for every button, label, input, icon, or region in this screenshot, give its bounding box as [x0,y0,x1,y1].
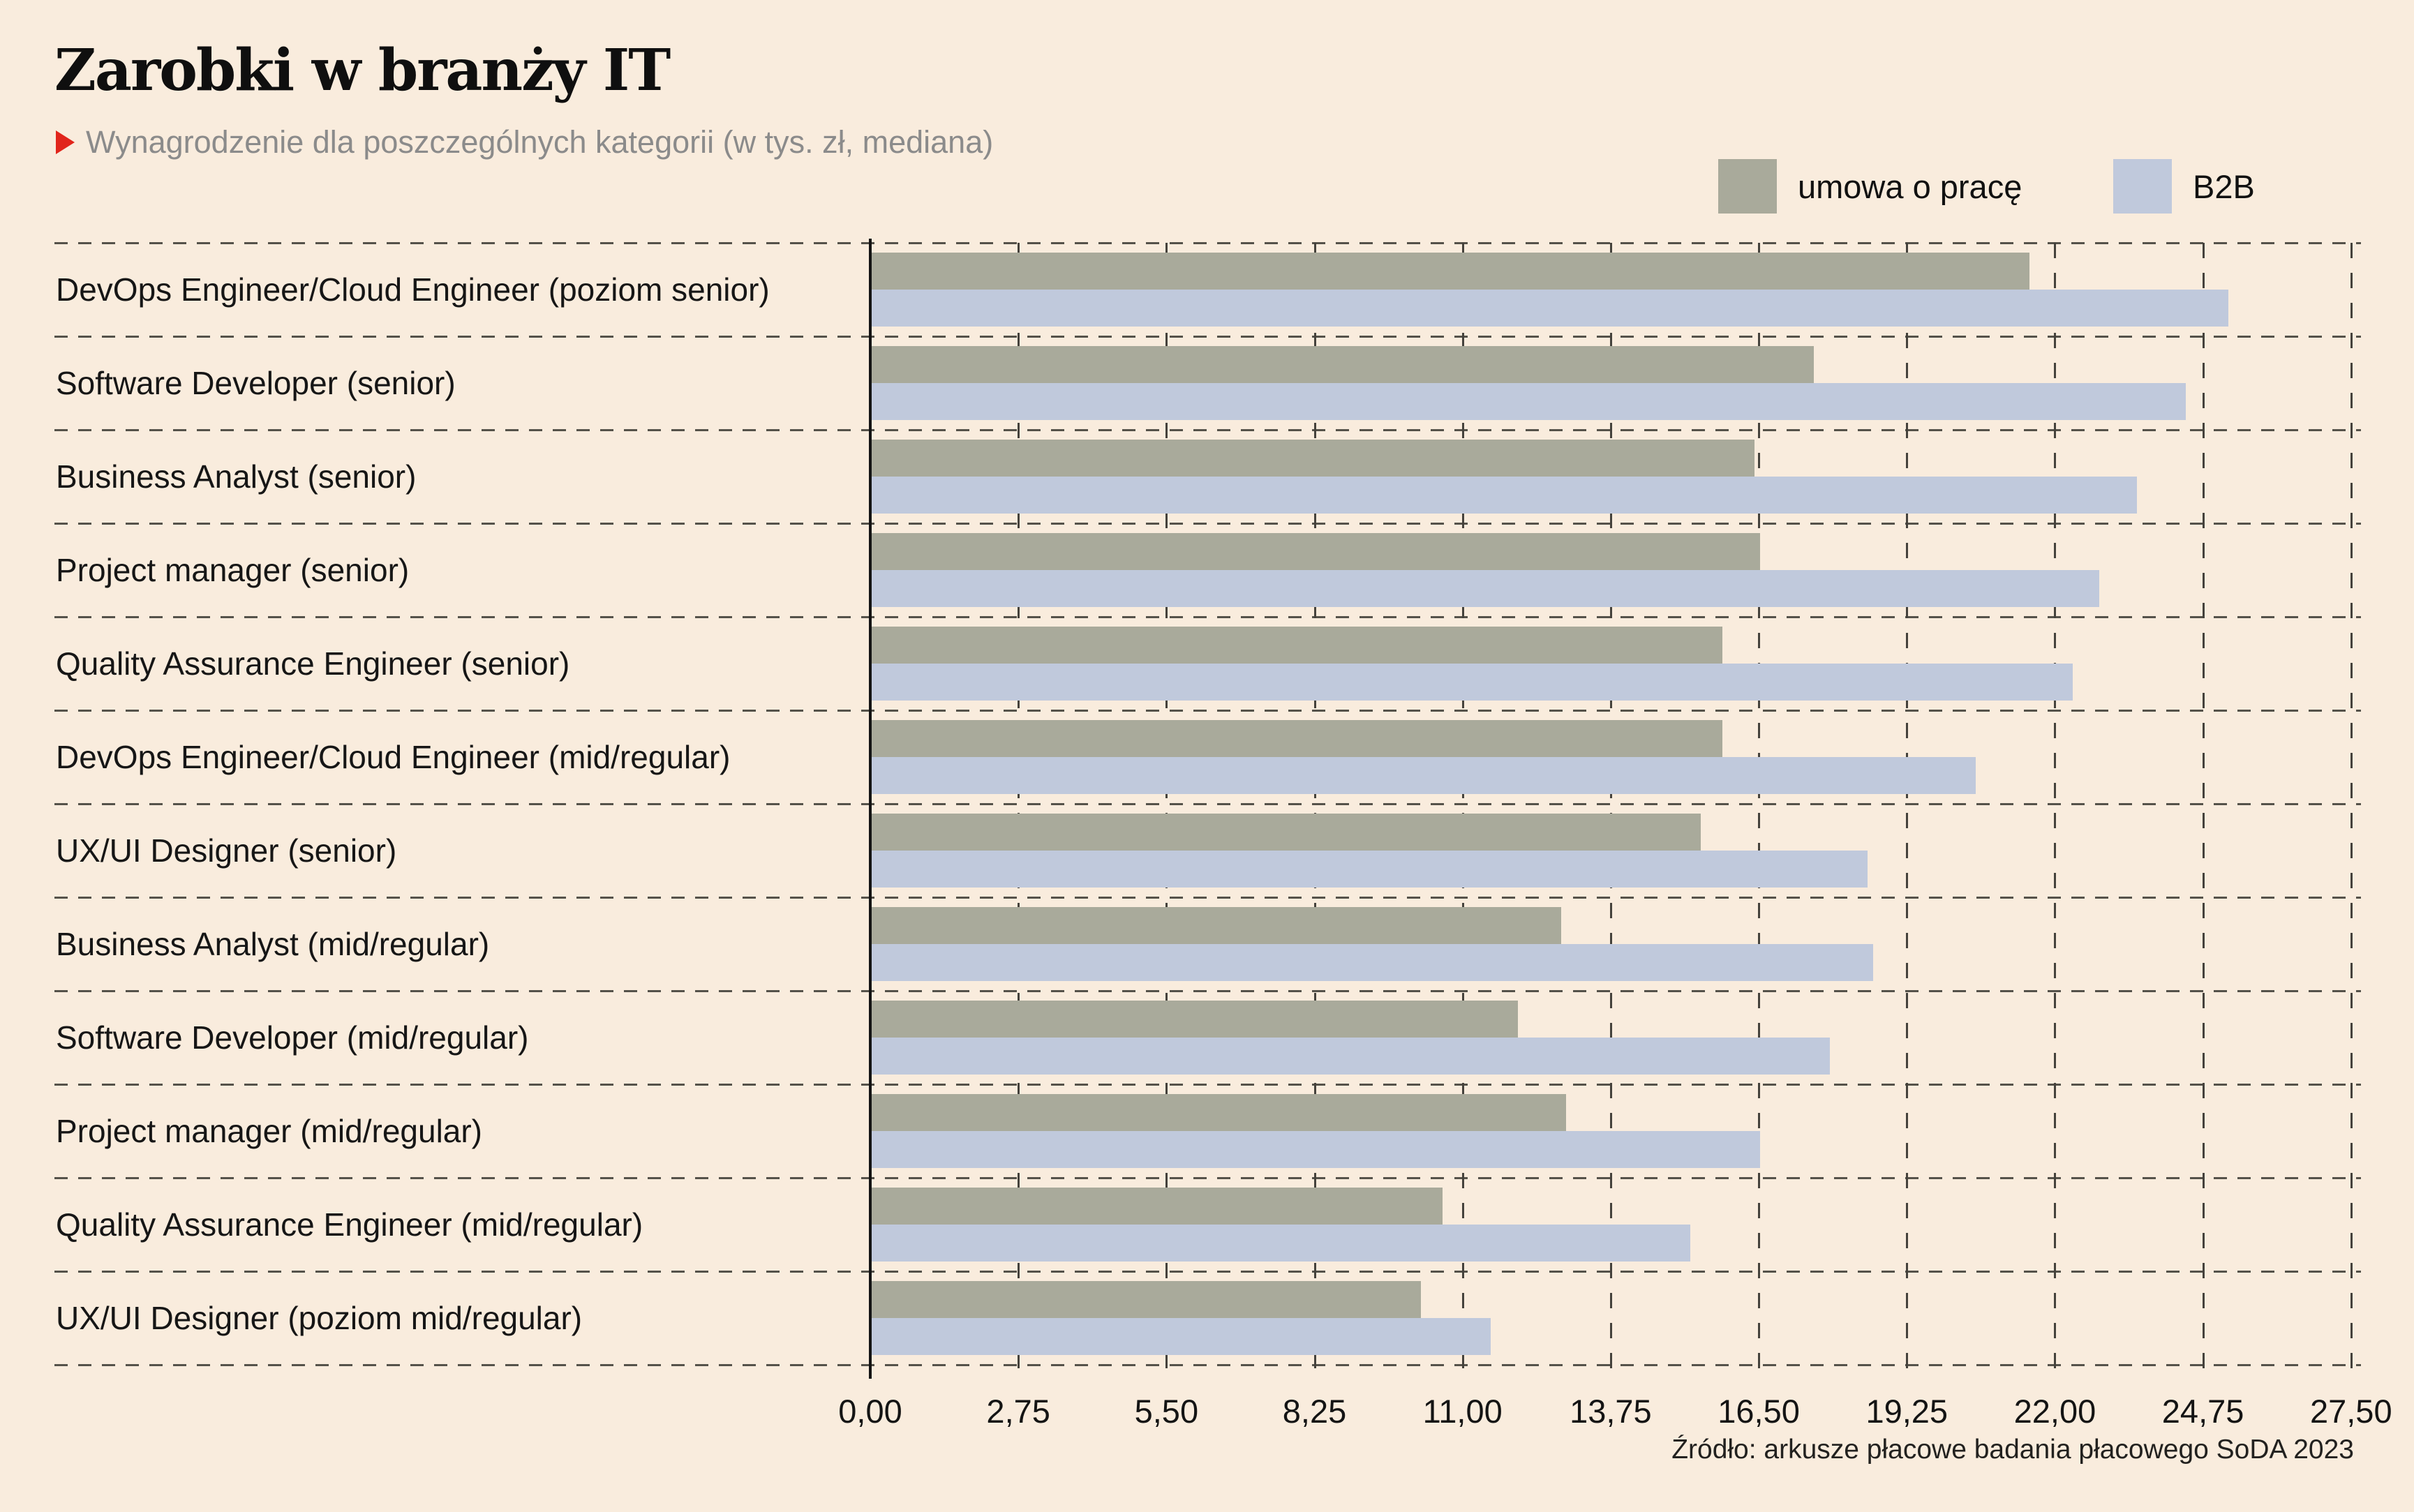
bar-b2b [872,851,1868,888]
chart-subtitle: Wynagrodzenie dla poszczególnych kategor… [56,124,993,160]
bar-b2b [872,1225,1690,1262]
category-label: UX/UI Designer (poziom mid/regular) [56,1300,583,1336]
bar-umowa-o-prace [872,1094,1567,1131]
x-axis-tick-label: 22,00 [2013,1393,2096,1430]
row-separator [54,803,2361,805]
bar-umowa-o-prace [872,720,1723,757]
bar-umowa-o-prace [872,814,1701,851]
y-axis-line [869,239,872,1379]
row-separator [54,1084,2361,1086]
category-label: Quality Assurance Engineer (senior) [56,645,570,682]
bar-b2b [872,664,2073,701]
grid-line-vertical [2202,243,2205,1379]
bar-umowa-o-prace [872,253,2029,290]
category-label: Project manager (senior) [56,552,410,588]
bar-umowa-o-prace [872,1281,1421,1318]
bar-b2b [872,477,2138,514]
grid-line-vertical [1313,243,1316,1379]
legend-swatch-umowa [1718,159,1777,214]
row-separator [54,710,2361,712]
x-axis-tick-label: 8,25 [1282,1393,1347,1430]
bar-umowa-o-prace [872,1188,1443,1225]
grid-line-vertical [1165,243,1168,1379]
row-separator [54,897,2361,899]
bar-b2b [872,757,1976,794]
chart-subtitle-text: Wynagrodzenie dla poszczególnych kategor… [86,124,994,160]
legend-item-b2b: B2B [2113,159,2255,214]
bar-umowa-o-prace [872,1001,1518,1038]
category-label: DevOps Engineer/Cloud Engineer (poziom s… [56,271,770,308]
grid-line-vertical [1018,243,1020,1379]
bar-umowa-o-prace [872,907,1561,944]
x-axis-tick-label: 24,75 [2161,1393,2244,1430]
category-label: Quality Assurance Engineer (mid/regular) [56,1206,643,1243]
legend-label-umowa: umowa o pracę [1798,167,2022,205]
x-axis-tick-label: 13,75 [1570,1393,1652,1430]
grid-line-vertical [2350,243,2353,1379]
grid-line-vertical [2054,243,2057,1379]
row-separator [54,1364,2361,1366]
bar-b2b [872,1131,1761,1168]
bar-b2b [872,570,2100,607]
row-separator [54,336,2361,338]
bar-b2b [872,1318,1491,1355]
x-axis-tick-label: 2,75 [986,1393,1050,1430]
category-label: Business Analyst (mid/regular) [56,926,490,962]
row-separator [54,616,2361,618]
bar-umowa-o-prace [872,346,1815,383]
category-label: Project manager (mid/regular) [56,1113,483,1149]
source-note: Źródło: arkusze płacowe badania płacoweg… [1671,1435,2354,1465]
grid-line-vertical [1461,243,1464,1379]
legend-swatch-b2b [2113,159,2172,214]
bar-umowa-o-prace [872,440,1755,477]
bar-umowa-o-prace [872,627,1723,664]
row-separator [54,429,2361,431]
category-label: Software Developer (mid/regular) [56,1019,529,1056]
x-axis-tick-label: 16,50 [1718,1393,1800,1430]
grid-line-vertical [1906,243,1909,1379]
bar-b2b [872,1038,1831,1075]
bar-b2b [872,383,2186,420]
category-label: UX/UI Designer (senior) [56,832,397,869]
grid-line-vertical [1609,243,1612,1379]
row-separator [54,1271,2361,1273]
row-separator [54,1177,2361,1179]
row-separator [54,242,2361,244]
legend-item-umowa: umowa o pracę [1718,159,2022,214]
page-title: Zarobki w branży IT [54,37,671,104]
x-axis-tick-label: 19,25 [1865,1393,1949,1430]
grid-line-vertical [1758,243,1761,1379]
bar-b2b [872,290,2229,327]
bar-umowa-o-prace [872,533,1761,570]
row-separator [54,990,2361,992]
category-label: DevOps Engineer/Cloud Engineer (mid/regu… [56,739,731,775]
bar-b2b [872,944,1874,981]
x-axis-tick-label: 5,50 [1134,1393,1199,1430]
x-axis-tick-label: 27,50 [2309,1393,2392,1430]
category-label: Software Developer (senior) [56,365,456,401]
legend-label-b2b: B2B [2193,167,2255,205]
category-label: Business Analyst (senior) [56,458,417,495]
x-axis-tick-label: 11,00 [1422,1393,1503,1430]
row-separator [54,523,2361,525]
red-triangle-icon [56,130,75,154]
x-axis-tick-label: 0,00 [838,1393,902,1430]
